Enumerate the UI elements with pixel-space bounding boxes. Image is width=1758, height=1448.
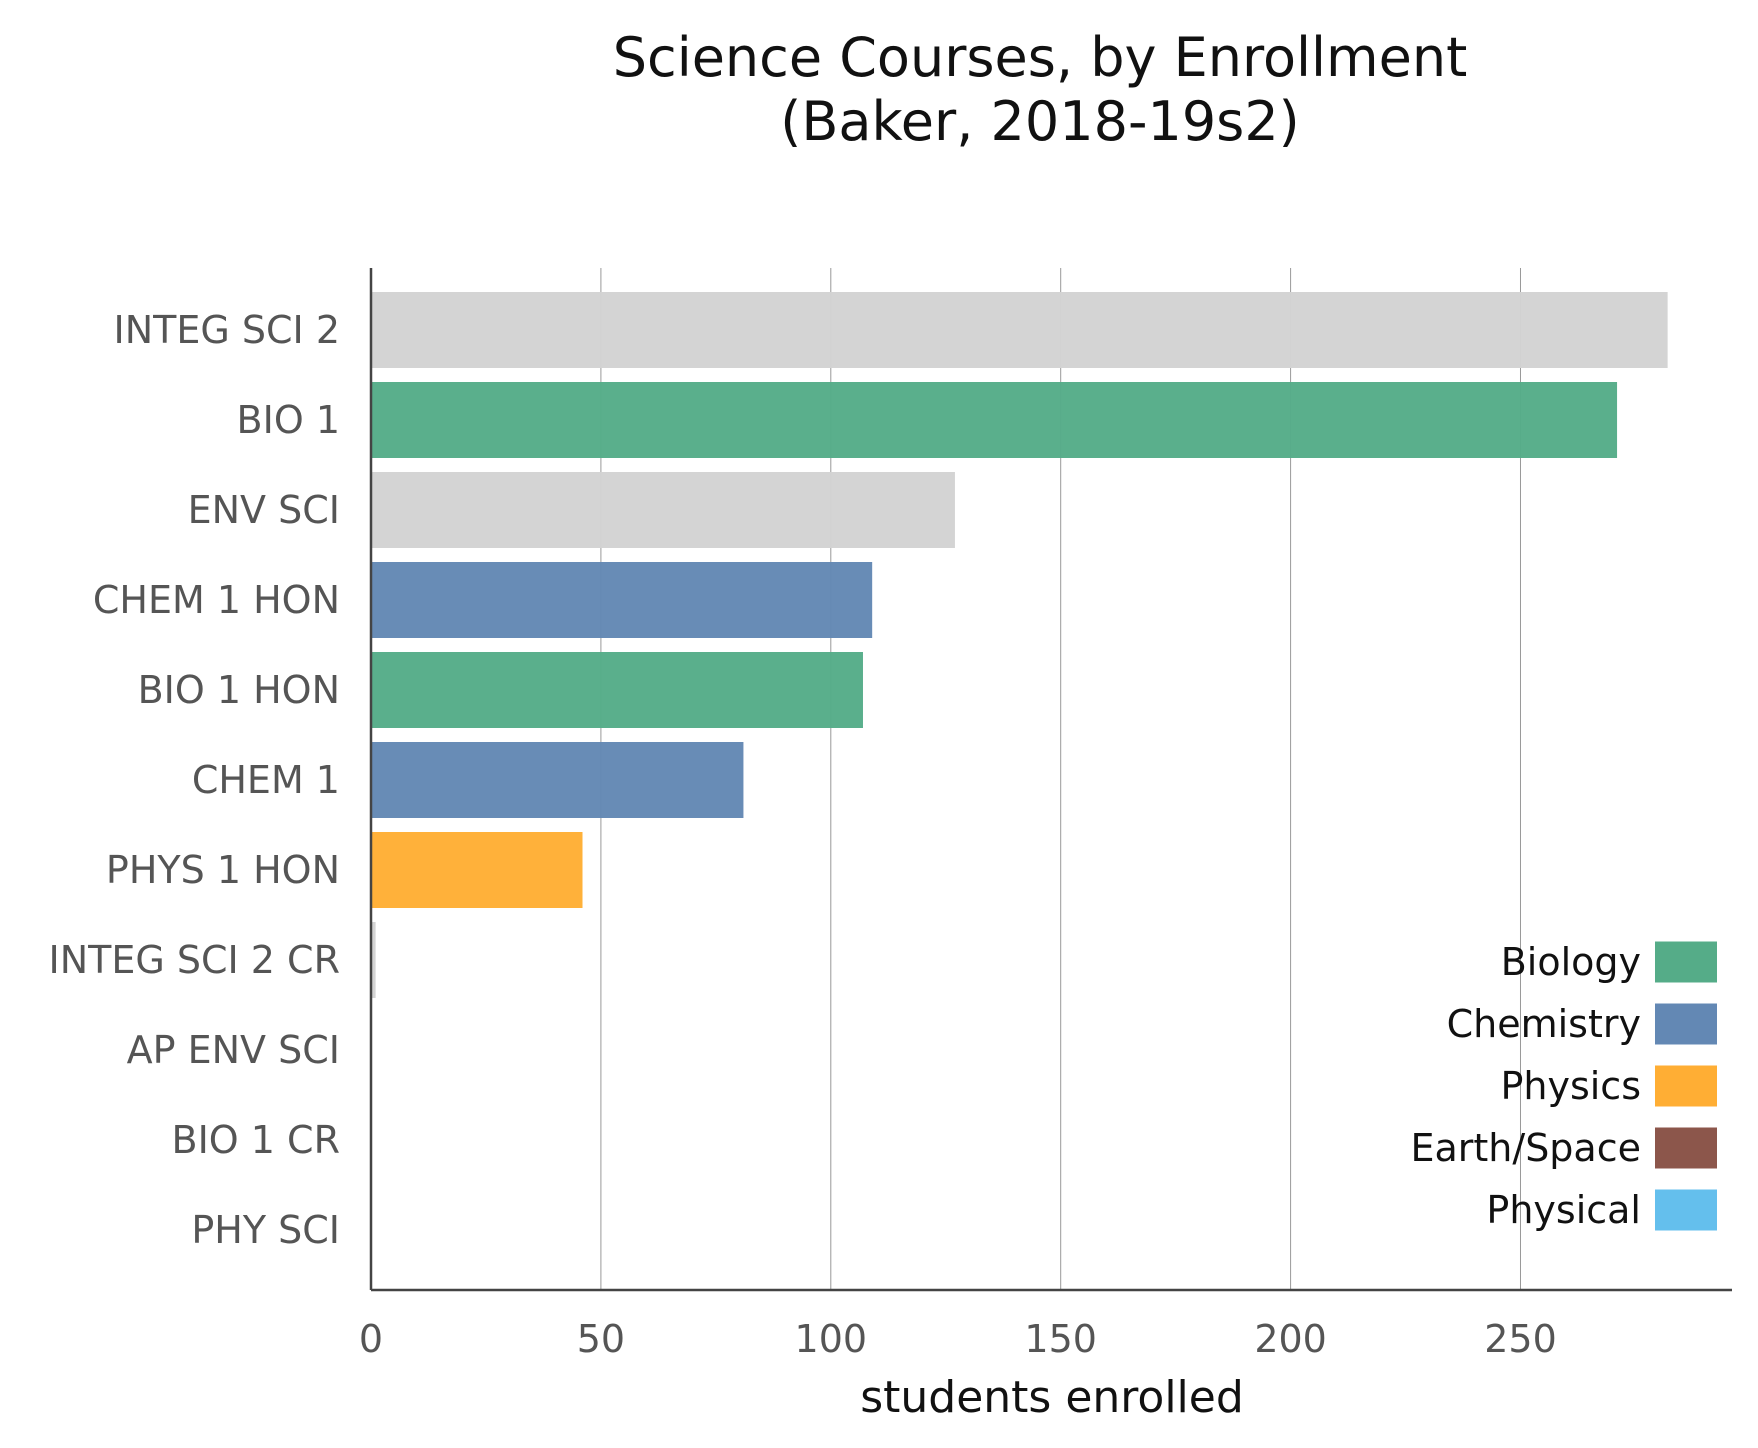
legend-swatch-earth-space [1655,1127,1717,1169]
bar-chem-1 [371,742,744,818]
bar-bio-1-hon [371,652,863,728]
x-tick-label: 150 [1024,1317,1097,1361]
legend-swatch-physical [1655,1189,1717,1231]
bar-env-sci [371,472,955,548]
legend-swatch-biology [1655,941,1717,983]
bar-integ-sci-2 [371,292,1668,368]
category-label: CHEM 1 [192,758,340,802]
legend-label: Chemistry [1447,1002,1641,1046]
bar-chem-1-hon [371,562,873,638]
category-label: BIO 1 [237,398,340,442]
legend-label: Earth/Space [1410,1126,1641,1170]
category-label: CHEM 1 HON [93,578,340,622]
legend-label: Biology [1501,940,1641,984]
chart-title-line-2: (Baker, 2018-19s2) [780,90,1300,153]
x-tick-labels: 0 50 100 150 200 250 [359,1317,1557,1361]
category-label: PHYS 1 HON [106,848,340,892]
category-label: INTEG SCI 2 CR [48,938,340,982]
category-label: PHY SCI [191,1208,340,1252]
x-tick-label: 100 [795,1317,868,1361]
category-label: BIO 1 HON [138,668,340,712]
x-tick-label: 50 [577,1317,625,1361]
x-tick-label: 0 [359,1317,383,1361]
bar-phys-1-hon [371,832,583,908]
legend-label: Physics [1500,1064,1641,1108]
bar-integ-sci-2-cr [371,922,376,998]
chart-title-line-1: Science Courses, by Enrollment [613,26,1468,89]
category-label: BIO 1 CR [172,1118,340,1162]
legend-swatch-chemistry [1655,1003,1717,1045]
category-label: AP ENV SCI [127,1028,340,1072]
x-tick-label: 250 [1484,1317,1557,1361]
bars [371,292,1668,998]
bar-bio-1 [371,382,1618,458]
legend-swatch-physics [1655,1065,1717,1107]
legend-label: Physical [1486,1188,1641,1232]
axes [369,268,1732,1292]
category-labels: INTEG SCI 2 BIO 1 ENV SCI CHEM 1 HON BIO 1 H… [48,308,340,1252]
x-axis-title: students enrolled [860,1372,1244,1423]
x-tick-label: 200 [1254,1317,1327,1361]
category-label: ENV SCI [188,488,340,532]
legend: Biology Chemistry Physics Earth/Space Physic… [1410,940,1717,1232]
category-label: INTEG SCI 2 [114,308,341,352]
